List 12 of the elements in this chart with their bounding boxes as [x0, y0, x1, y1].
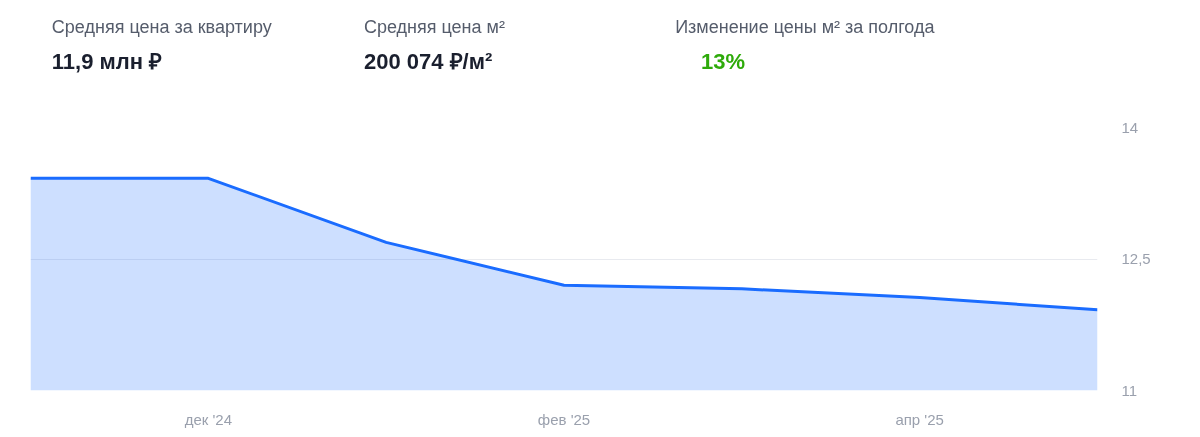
text: Средняя цена м² [363, 16, 505, 37]
y-tick-label: 14 [1121, 118, 1139, 136]
y-tick-label: 12,5 [1121, 250, 1151, 267]
y-tick-label: 11 [1121, 381, 1138, 399]
text: 13% [700, 48, 745, 74]
text: 200 074 ₽/м² [363, 48, 493, 74]
text: Изменение цены м² за полгода [675, 16, 936, 37]
text: Средняя цена за квартиру [51, 16, 272, 37]
x-tick-label: фев '25 [537, 410, 591, 428]
x-tick-label: апр '25 [895, 410, 944, 428]
x-tick-label: дек '24 [184, 410, 233, 428]
text: 11,9 млн ₽ [51, 48, 163, 74]
